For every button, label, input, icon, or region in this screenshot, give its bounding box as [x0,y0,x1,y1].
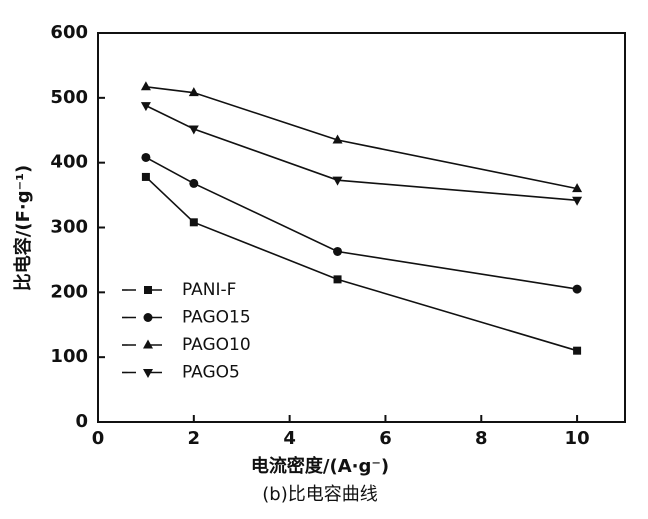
legend-label: PAGO10 [182,335,251,355]
data-point [189,178,199,188]
y-tick-label: 300 [50,217,88,238]
y-tick-label: 600 [50,22,88,43]
data-point [140,102,151,112]
y-tick-label: 200 [50,281,88,302]
data-point [189,218,198,227]
data-point [572,196,583,206]
x-axis-label: 电流密度/(A·g⁻) [251,455,389,477]
legend-marker [143,369,153,378]
caption: (b)比电容曲线 [262,484,377,505]
x-tick-label: 4 [283,428,296,449]
x-tick-label: 2 [188,428,201,449]
data-point [141,172,150,181]
data-point [572,284,582,294]
data-point [141,152,151,162]
legend-marker [143,313,153,322]
legend-label: PAGO5 [182,363,240,383]
x-tick-label: 8 [475,428,488,449]
y-tick-label: 100 [50,346,88,367]
series-line [145,104,578,202]
data-point [332,134,343,144]
data-point [188,125,199,135]
legend-label: PANI-F [182,280,236,300]
series-line [145,156,578,290]
legend-marker [143,339,153,349]
data-point [333,275,342,284]
y-tick-label: 400 [50,152,88,173]
data-point [573,346,582,355]
data-point [188,87,199,97]
y-tick-label: 500 [50,87,88,108]
data-point [572,183,583,193]
data-point [333,246,343,256]
legend-marker [144,286,152,294]
x-tick-label: 6 [379,428,392,449]
x-tick-label: 10 [565,428,590,449]
data-point [140,81,151,91]
y-axis-label: 比电容/(F·g⁻¹) [12,165,34,291]
data-point [332,176,343,186]
series-line [145,176,578,352]
legend-label: PAGO15 [182,308,251,328]
series-line [145,86,578,190]
y-tick-label: 0 [75,411,88,432]
x-tick-label: 0 [92,428,105,449]
